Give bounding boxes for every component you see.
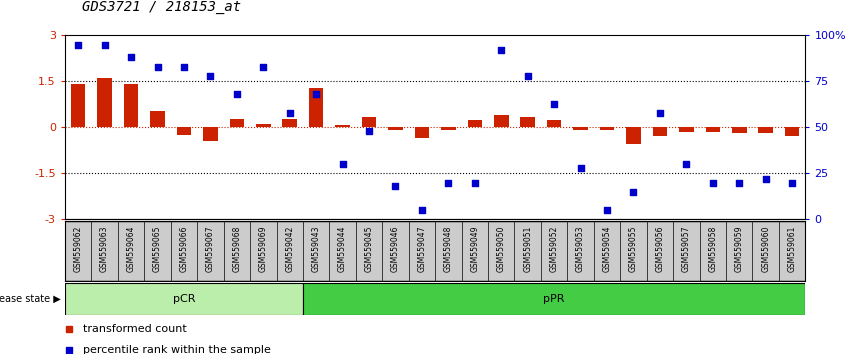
Point xyxy=(573,165,587,171)
Point xyxy=(785,180,799,185)
Text: pPR: pPR xyxy=(543,294,565,304)
Point xyxy=(229,91,243,97)
Point xyxy=(124,55,138,60)
Bar xyxy=(468,120,482,127)
Point xyxy=(442,180,456,185)
Text: GSM559060: GSM559060 xyxy=(761,225,770,272)
Text: GSM559054: GSM559054 xyxy=(603,225,611,272)
Bar xyxy=(204,127,217,141)
Text: GSM559048: GSM559048 xyxy=(444,225,453,272)
Bar xyxy=(309,88,323,127)
Point xyxy=(98,42,112,47)
Bar xyxy=(547,120,561,127)
Text: GSM559063: GSM559063 xyxy=(100,225,109,272)
Text: GSM559069: GSM559069 xyxy=(259,225,268,272)
Bar xyxy=(256,124,270,127)
Text: GSM559042: GSM559042 xyxy=(285,225,294,272)
Bar xyxy=(303,283,805,315)
Point xyxy=(680,161,694,167)
Bar xyxy=(150,110,165,127)
Text: GSM559067: GSM559067 xyxy=(206,225,215,272)
Point xyxy=(547,101,561,106)
Bar xyxy=(97,78,112,127)
Bar xyxy=(177,127,191,135)
Bar xyxy=(626,127,641,144)
Point xyxy=(468,180,481,185)
Bar xyxy=(71,84,86,127)
Text: GSM559068: GSM559068 xyxy=(232,225,242,272)
Text: GSM559044: GSM559044 xyxy=(338,225,347,272)
Point xyxy=(600,207,614,213)
Point xyxy=(389,183,403,189)
Text: GSM559062: GSM559062 xyxy=(74,225,82,272)
Text: GSM559053: GSM559053 xyxy=(576,225,585,272)
Point xyxy=(653,110,667,115)
Point xyxy=(733,180,746,185)
Bar xyxy=(706,127,721,132)
Bar xyxy=(732,127,746,133)
Point xyxy=(494,47,508,53)
Bar xyxy=(573,127,588,130)
Point xyxy=(309,91,323,97)
Point xyxy=(627,189,641,195)
Bar xyxy=(679,127,694,132)
Bar xyxy=(494,115,508,127)
Bar xyxy=(415,127,430,138)
Text: GSM559064: GSM559064 xyxy=(126,225,136,272)
Bar xyxy=(759,127,773,133)
Text: GSM559059: GSM559059 xyxy=(734,225,744,272)
Bar xyxy=(362,117,377,127)
Text: disease state ▶: disease state ▶ xyxy=(0,294,61,304)
Bar xyxy=(65,283,303,315)
Text: GSM559061: GSM559061 xyxy=(788,225,797,272)
Point xyxy=(706,180,720,185)
Text: GSM559050: GSM559050 xyxy=(497,225,506,272)
Text: GSM559057: GSM559057 xyxy=(682,225,691,272)
Text: GSM559045: GSM559045 xyxy=(365,225,373,272)
Bar xyxy=(229,119,244,127)
Bar xyxy=(282,119,297,127)
Bar xyxy=(520,117,535,127)
Text: GSM559058: GSM559058 xyxy=(708,225,717,272)
Text: GSM559046: GSM559046 xyxy=(391,225,400,272)
Point xyxy=(759,176,772,182)
Bar xyxy=(785,127,799,136)
Text: GSM559049: GSM559049 xyxy=(470,225,479,272)
Text: GSM559066: GSM559066 xyxy=(179,225,189,272)
Text: GDS3721 / 218153_at: GDS3721 / 218153_at xyxy=(82,0,242,14)
Point xyxy=(177,64,191,69)
Text: GSM559065: GSM559065 xyxy=(153,225,162,272)
Text: GSM559047: GSM559047 xyxy=(417,225,426,272)
Text: GSM559051: GSM559051 xyxy=(523,225,533,272)
Bar xyxy=(653,127,667,136)
Point xyxy=(204,73,217,79)
Point xyxy=(283,110,297,115)
Point xyxy=(520,73,534,79)
Bar xyxy=(388,127,403,130)
Text: GSM559056: GSM559056 xyxy=(656,225,664,272)
Point xyxy=(151,64,165,69)
Text: GSM559052: GSM559052 xyxy=(550,225,559,272)
Text: pCR: pCR xyxy=(172,294,195,304)
Text: transformed count: transformed count xyxy=(83,324,187,334)
Text: GSM559043: GSM559043 xyxy=(312,225,320,272)
Bar xyxy=(335,125,350,127)
Bar xyxy=(600,127,614,130)
Point xyxy=(362,128,376,134)
Bar xyxy=(124,84,139,127)
Text: percentile rank within the sample: percentile rank within the sample xyxy=(83,346,271,354)
Text: GSM559055: GSM559055 xyxy=(629,225,638,272)
Point xyxy=(415,207,429,213)
Point xyxy=(256,64,270,69)
Bar xyxy=(441,127,456,130)
Point xyxy=(71,42,85,47)
Point xyxy=(336,161,350,167)
